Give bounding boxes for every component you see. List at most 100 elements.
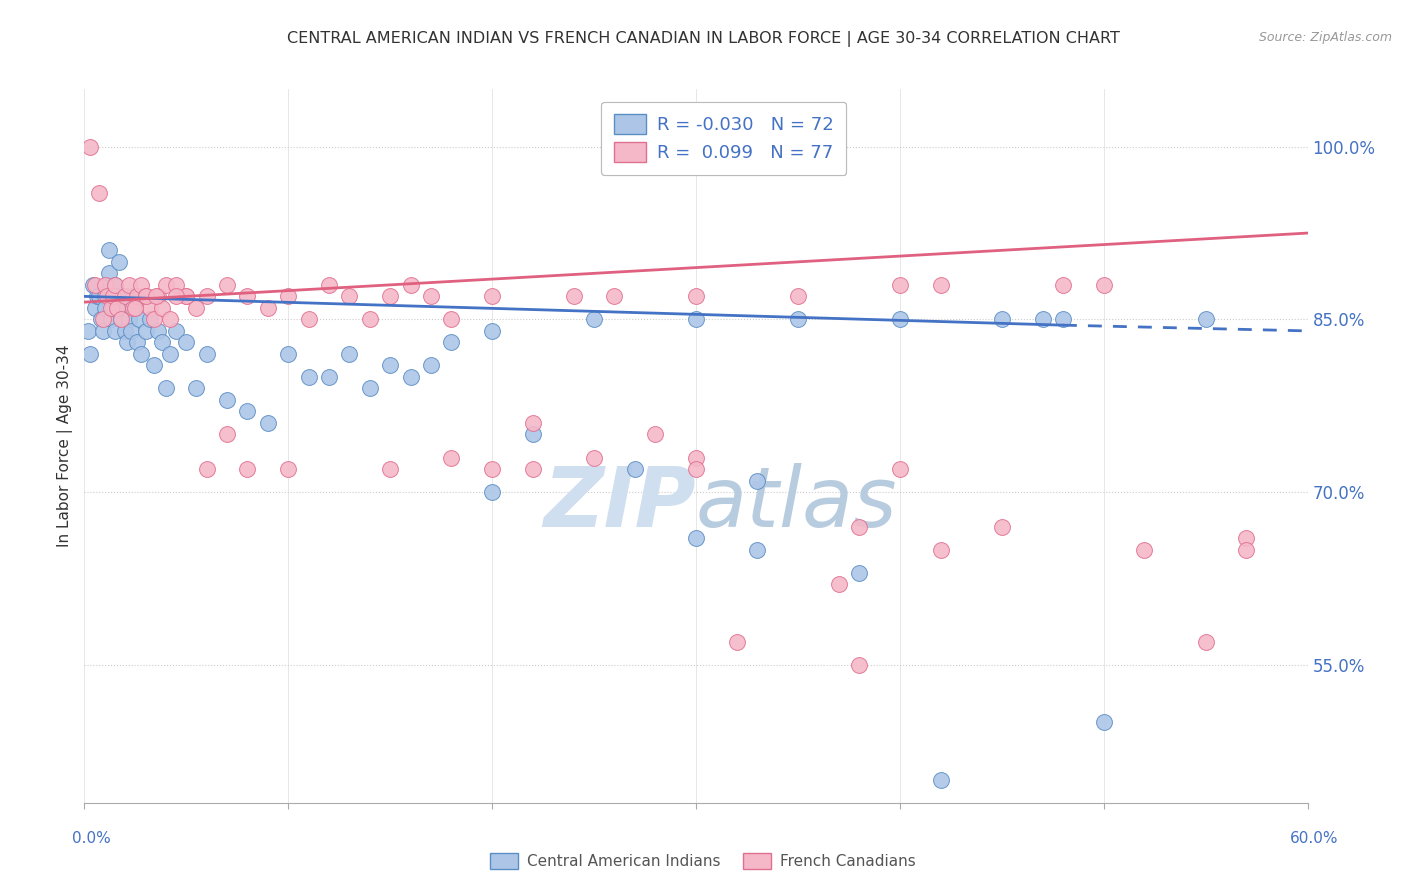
Point: [142, 359, 165, 373]
Point: [138, 301, 160, 315]
Point: [146, 289, 169, 303]
Point: [236, 404, 259, 418]
Point: [165, 277, 187, 292]
Point: [104, 277, 127, 292]
Point: [138, 312, 160, 326]
Point: [848, 657, 870, 672]
Point: [380, 462, 402, 476]
Point: [318, 370, 340, 384]
Point: [77, 324, 100, 338]
Point: [562, 289, 585, 303]
Point: [118, 277, 141, 292]
Point: [1092, 277, 1115, 292]
Text: CENTRAL AMERICAN INDIAN VS FRENCH CANADIAN IN LABOR FORCE | AGE 30-34 CORRELATIO: CENTRAL AMERICAN INDIAN VS FRENCH CANADI…: [287, 31, 1119, 47]
Point: [522, 416, 544, 430]
Point: [603, 289, 626, 303]
Point: [522, 462, 544, 476]
Point: [90, 312, 112, 326]
Point: [217, 427, 239, 442]
Point: [155, 277, 177, 292]
Point: [298, 312, 321, 326]
Point: [298, 370, 321, 384]
Point: [145, 289, 167, 303]
Point: [110, 312, 132, 326]
Point: [108, 255, 131, 269]
Point: [120, 324, 142, 338]
Point: [747, 542, 769, 557]
Point: [97, 244, 120, 258]
Point: [131, 277, 153, 292]
Point: [87, 186, 110, 200]
Point: [91, 324, 114, 338]
Point: [339, 289, 361, 303]
Point: [1195, 634, 1218, 648]
Point: [135, 289, 157, 303]
Point: [124, 301, 146, 315]
Point: [624, 462, 647, 476]
Point: [747, 474, 769, 488]
Point: [991, 312, 1014, 326]
Point: [112, 301, 135, 315]
Text: 60.0%: 60.0%: [1291, 831, 1339, 846]
Point: [725, 634, 748, 648]
Point: [359, 381, 381, 395]
Point: [929, 772, 952, 787]
Point: [277, 289, 299, 303]
Point: [685, 531, 707, 545]
Point: [1236, 531, 1258, 545]
Point: [236, 462, 259, 476]
Point: [114, 289, 136, 303]
Point: [186, 381, 208, 395]
Text: atlas: atlas: [696, 463, 897, 543]
Text: Source: ZipAtlas.com: Source: ZipAtlas.com: [1258, 31, 1392, 45]
Point: [104, 324, 127, 338]
Point: [174, 289, 197, 303]
Point: [236, 289, 259, 303]
Point: [359, 312, 381, 326]
Point: [105, 301, 128, 315]
Point: [83, 277, 105, 292]
Text: 0.0%: 0.0%: [72, 831, 111, 846]
Point: [318, 277, 340, 292]
Point: [929, 277, 952, 292]
Point: [277, 462, 299, 476]
Point: [135, 289, 157, 303]
Point: [277, 347, 299, 361]
Point: [848, 566, 870, 580]
Legend: Central American Indians, French Canadians: Central American Indians, French Canadia…: [484, 847, 922, 875]
Point: [644, 427, 666, 442]
Point: [101, 289, 124, 303]
Point: [93, 301, 117, 315]
Point: [100, 301, 122, 315]
Point: [1052, 277, 1074, 292]
Point: [380, 289, 402, 303]
Point: [440, 312, 463, 326]
Point: [115, 301, 138, 315]
Point: [96, 277, 118, 292]
Point: [150, 335, 173, 350]
Point: [93, 277, 117, 292]
Point: [399, 370, 422, 384]
Point: [165, 324, 187, 338]
Point: [101, 301, 124, 315]
Point: [787, 312, 810, 326]
Y-axis label: In Labor Force | Age 30-34: In Labor Force | Age 30-34: [58, 344, 73, 548]
Point: [787, 289, 810, 303]
Point: [127, 335, 149, 350]
Point: [124, 301, 146, 315]
Point: [155, 381, 177, 395]
Point: [440, 450, 463, 465]
Point: [97, 266, 120, 280]
Point: [420, 359, 443, 373]
Point: [481, 324, 503, 338]
Point: [195, 289, 218, 303]
Point: [131, 347, 153, 361]
Point: [195, 462, 218, 476]
Point: [889, 312, 911, 326]
Point: [1236, 542, 1258, 557]
Point: [195, 347, 218, 361]
Point: [114, 324, 136, 338]
Point: [150, 301, 173, 315]
Point: [110, 312, 132, 326]
Point: [685, 462, 707, 476]
